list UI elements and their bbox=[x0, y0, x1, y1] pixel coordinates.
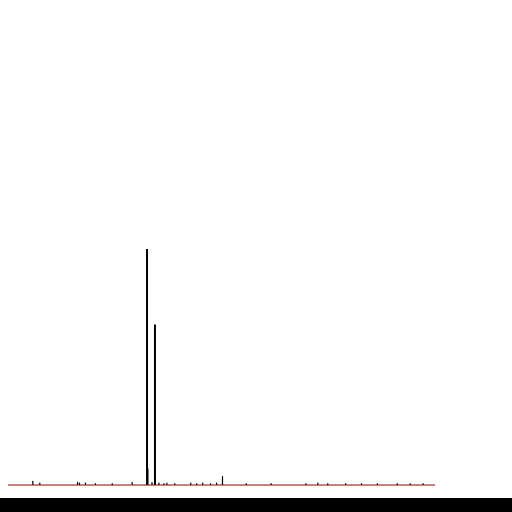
spectrum-plot bbox=[8, 249, 435, 486]
bottom-bar bbox=[0, 498, 512, 512]
peak-group bbox=[32, 249, 424, 485]
